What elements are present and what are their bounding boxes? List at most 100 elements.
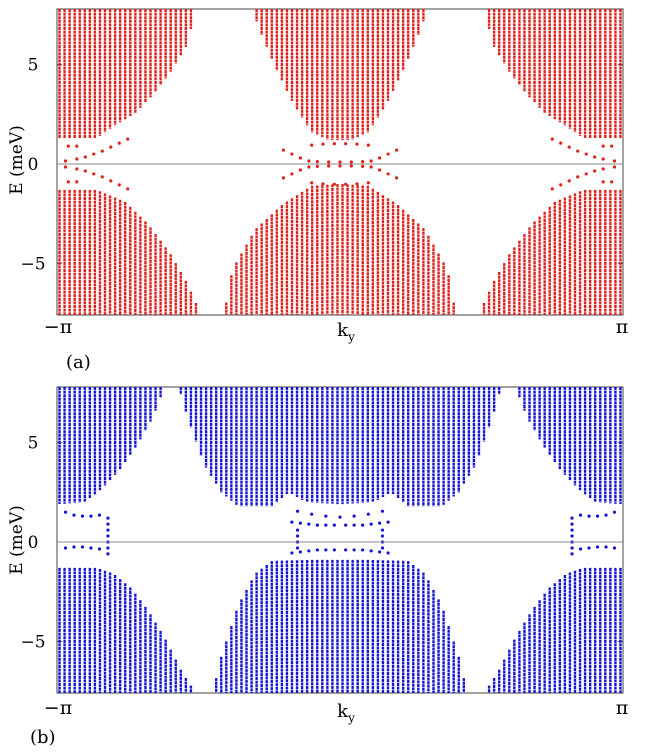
in-gap-state-point [576, 149, 580, 153]
in-gap-state-point [290, 551, 294, 555]
in-gap-state-point [361, 164, 365, 168]
in-gap-state-point [380, 546, 385, 550]
in-gap-state-point [338, 515, 342, 519]
panel-a-label: (a) [66, 352, 91, 373]
in-gap-state-point [369, 165, 373, 169]
in-gap-state-point [106, 552, 110, 556]
in-gap-state-point [75, 180, 79, 184]
in-gap-state-point [338, 160, 342, 164]
panel-a-y-axis-label: E (meV) [7, 125, 27, 195]
in-gap-state-point [126, 137, 130, 141]
in-gap-state-point [595, 545, 600, 549]
in-gap-state-point [332, 523, 336, 527]
in-gap-state-point [295, 509, 300, 513]
in-gap-state-point [63, 159, 68, 163]
in-gap-state-point [601, 157, 605, 161]
in-gap-state-point [595, 514, 600, 518]
in-gap-state-point [352, 523, 356, 527]
in-gap-state-point [344, 548, 348, 552]
in-gap-state-point [369, 159, 373, 163]
in-gap-state-point [344, 182, 348, 186]
in-gap-state-point [63, 165, 68, 169]
in-gap-state-point [75, 157, 79, 161]
in-gap-state-point [380, 528, 385, 532]
in-gap-state-point [378, 168, 382, 172]
panel-a-x-tick-label-left: −π [44, 316, 72, 338]
in-gap-state-point [578, 513, 583, 517]
in-gap-state-point [321, 142, 325, 146]
panel-a-data-marks [57, 9, 623, 315]
in-gap-state-point [587, 514, 591, 518]
in-gap-state-point [366, 512, 370, 516]
in-gap-state-point [295, 546, 300, 550]
in-gap-state-point [344, 142, 348, 146]
in-gap-state-point [290, 172, 294, 176]
in-gap-state-point [559, 141, 563, 145]
in-gap-state-point [349, 164, 353, 168]
in-gap-state-point [601, 180, 605, 184]
in-gap-state-point [567, 145, 571, 149]
in-gap-state-point [352, 514, 356, 518]
in-gap-state-point [324, 514, 328, 518]
in-gap-state-point [281, 176, 285, 180]
in-gap-state-point [332, 548, 336, 552]
in-gap-state-point [378, 521, 382, 525]
panel-b-y-tick-label-0: 0 [28, 533, 39, 553]
panel-a-x-axis-label: ky [337, 320, 355, 344]
in-gap-state-point [66, 180, 70, 184]
in-gap-state-point [361, 548, 365, 552]
in-gap-state-point [97, 513, 102, 517]
in-gap-state-point [380, 534, 385, 538]
in-gap-state-point [109, 179, 113, 183]
in-gap-state-point [100, 149, 104, 153]
plot-frame [56, 8, 624, 316]
in-gap-state-point [332, 142, 336, 146]
in-gap-state-point [63, 510, 68, 514]
in-gap-state-point [63, 546, 68, 550]
panel-b-x-tick-label-right: π [616, 697, 629, 719]
in-gap-state-point [310, 512, 314, 516]
plot-frame [56, 386, 624, 694]
in-gap-state-point [601, 167, 605, 171]
in-gap-state-point [72, 545, 76, 549]
in-gap-state-point [380, 509, 385, 513]
in-gap-state-point [106, 534, 110, 538]
in-gap-state-point [315, 523, 319, 527]
in-gap-state-point [295, 534, 300, 538]
in-gap-state-point [610, 144, 614, 148]
in-gap-state-point [604, 545, 608, 549]
in-gap-state-point [366, 181, 370, 185]
in-gap-state-point [298, 521, 302, 525]
in-gap-state-point [338, 164, 342, 168]
panel-a-y-tick-label-5: 5 [28, 56, 39, 76]
in-gap-state-point [369, 522, 373, 526]
in-gap-state-point [290, 152, 294, 156]
in-gap-state-point [310, 143, 314, 147]
in-gap-state-point [117, 141, 121, 145]
in-gap-state-point [89, 546, 93, 550]
in-gap-state-point [584, 152, 588, 156]
in-gap-state-point [349, 160, 353, 164]
panel-b: E (meV) 5 0 −5 −π π ky (b) [7, 386, 629, 748]
in-gap-state-point [355, 142, 359, 146]
in-gap-state-point [361, 160, 365, 164]
in-gap-state-point [310, 181, 314, 185]
panel-b-x-tick-label-left: −π [44, 697, 72, 719]
in-gap-state-point [307, 522, 311, 526]
in-gap-state-point [106, 528, 110, 532]
in-gap-state-point [295, 528, 300, 532]
in-gap-state-point [307, 159, 311, 163]
in-gap-state-point [570, 522, 574, 526]
in-gap-state-point [386, 172, 390, 176]
in-gap-state-point [72, 513, 76, 517]
in-gap-state-point [281, 148, 285, 152]
in-gap-state-point [570, 534, 574, 538]
panel-b-y-tick-label-5: 5 [28, 434, 39, 454]
in-gap-state-point [307, 549, 311, 553]
in-gap-state-point [576, 175, 580, 179]
in-gap-state-point [106, 522, 110, 526]
in-gap-state-point [570, 528, 574, 532]
panel-a-x-axis-label-main: k [337, 320, 349, 341]
in-gap-state-point [352, 548, 356, 552]
in-gap-state-point [612, 546, 617, 550]
